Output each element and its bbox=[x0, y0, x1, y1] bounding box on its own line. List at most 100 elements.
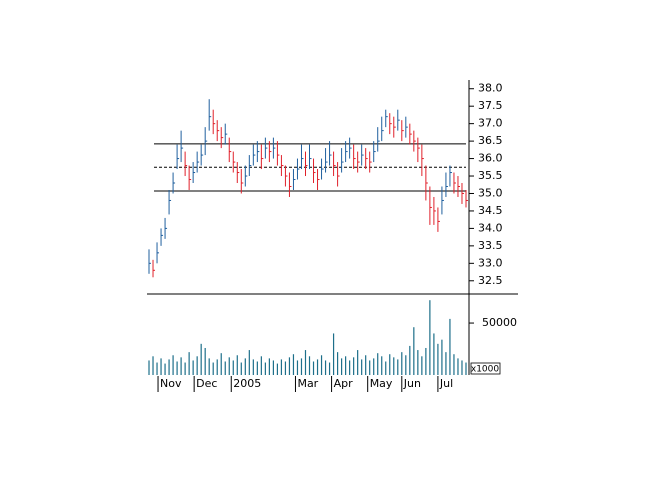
volume-bar bbox=[336, 352, 339, 375]
y2-tick-label: 50000 bbox=[482, 316, 517, 329]
volume-bar bbox=[361, 359, 363, 375]
volume-bar bbox=[232, 360, 234, 375]
volume-bar bbox=[180, 357, 182, 375]
volume-bar bbox=[377, 353, 379, 375]
y-tick-label: 33.0 bbox=[478, 256, 503, 269]
volume-bar bbox=[316, 359, 319, 375]
volume-bar bbox=[172, 355, 174, 375]
volume-bar bbox=[457, 358, 459, 375]
volume-bar bbox=[244, 358, 246, 375]
volume-bar bbox=[160, 358, 162, 375]
y-tick-label: 32.5 bbox=[478, 274, 503, 287]
volume-bar bbox=[393, 357, 395, 375]
volume-bar bbox=[256, 361, 258, 375]
x-tick-label: Nov bbox=[160, 377, 182, 390]
volume-bar bbox=[369, 360, 371, 375]
volume-bar bbox=[389, 354, 391, 375]
volume-bar bbox=[437, 343, 439, 375]
x-tick-label: Apr bbox=[334, 377, 354, 390]
volume-bar bbox=[300, 358, 303, 375]
volume-bar bbox=[196, 356, 198, 375]
volume-bar bbox=[228, 357, 230, 375]
volume-bar bbox=[433, 333, 435, 375]
y-tick-label: 37.5 bbox=[478, 99, 503, 112]
y-tick-label: 36.5 bbox=[478, 134, 503, 147]
x-tick-label: Jul bbox=[439, 377, 453, 390]
x-tick-label: Jun bbox=[403, 377, 421, 390]
volume-bar bbox=[296, 360, 299, 375]
volume-bar bbox=[204, 347, 206, 375]
volume-bar bbox=[252, 359, 254, 375]
y-tick-label: 37.0 bbox=[478, 117, 503, 130]
volume-bar bbox=[320, 355, 323, 375]
volume-bar bbox=[421, 356, 423, 375]
volume-bar bbox=[445, 352, 447, 375]
volume-bar bbox=[308, 356, 311, 375]
volume-bar bbox=[152, 356, 154, 375]
unit-box bbox=[470, 362, 501, 375]
volume-bar bbox=[280, 359, 283, 375]
volume-bar bbox=[385, 361, 387, 375]
y-tick-label: 38.0 bbox=[478, 82, 503, 95]
volume-bar bbox=[453, 354, 455, 375]
volume-bar bbox=[304, 350, 307, 375]
volume-bar bbox=[405, 355, 407, 375]
volume-bar bbox=[465, 362, 467, 375]
unit-label: x1000 bbox=[471, 365, 500, 375]
volume-bar bbox=[236, 355, 238, 375]
volume-bar bbox=[276, 363, 279, 375]
volume-bar bbox=[200, 343, 202, 375]
volume-bar bbox=[216, 359, 218, 375]
volume-bar bbox=[373, 358, 375, 375]
x-tick-label: 2005 bbox=[233, 377, 261, 390]
volume-bar bbox=[248, 350, 250, 375]
volume-bar bbox=[208, 358, 210, 375]
volume-bar bbox=[272, 360, 274, 375]
volume-bar bbox=[168, 359, 170, 375]
volume-bar bbox=[292, 354, 295, 375]
y-tick-label: 34.0 bbox=[478, 221, 503, 234]
volume-bar bbox=[425, 347, 427, 375]
volume-bar bbox=[409, 345, 411, 375]
volume-bar bbox=[220, 353, 222, 375]
y-tick-label: 36.0 bbox=[478, 152, 503, 165]
volume-bar bbox=[349, 360, 351, 375]
volume-bar bbox=[264, 362, 266, 375]
volume-bar bbox=[288, 357, 291, 375]
x-tick-label: May bbox=[370, 377, 393, 390]
volume-bar bbox=[417, 350, 419, 375]
volume-bar bbox=[381, 356, 383, 375]
volume-bar bbox=[324, 360, 327, 375]
volume-bar bbox=[176, 361, 178, 375]
volume-bar bbox=[413, 327, 415, 375]
volume-bar bbox=[345, 356, 347, 375]
volume-bar bbox=[192, 360, 194, 375]
y-tick-label: 35.5 bbox=[478, 169, 503, 182]
volume-bar bbox=[397, 359, 399, 375]
volume-bar bbox=[268, 358, 270, 375]
volume-bar bbox=[328, 362, 331, 375]
volume-bar bbox=[164, 363, 166, 375]
volume-bar bbox=[240, 362, 242, 375]
volume-bar bbox=[449, 318, 451, 375]
volume-bar bbox=[184, 362, 186, 375]
x-tick-label: Mar bbox=[297, 377, 318, 390]
volume-bar bbox=[332, 333, 335, 375]
x-tick-label: Dec bbox=[196, 377, 217, 390]
volume-bar bbox=[357, 350, 359, 375]
volume-bar bbox=[284, 361, 287, 375]
volume-bar bbox=[441, 339, 443, 375]
volume-bar bbox=[156, 362, 158, 375]
volume-bar bbox=[365, 355, 367, 375]
volume-bar bbox=[224, 361, 226, 375]
y-tick-label: 35.0 bbox=[478, 186, 503, 199]
volume-bar bbox=[401, 352, 403, 375]
volume-bar bbox=[260, 356, 262, 375]
volume-bar bbox=[429, 300, 431, 375]
volume-bar bbox=[212, 362, 214, 375]
volume-bar bbox=[353, 357, 355, 375]
volume-bar bbox=[461, 360, 463, 375]
volume-bar bbox=[148, 360, 150, 375]
